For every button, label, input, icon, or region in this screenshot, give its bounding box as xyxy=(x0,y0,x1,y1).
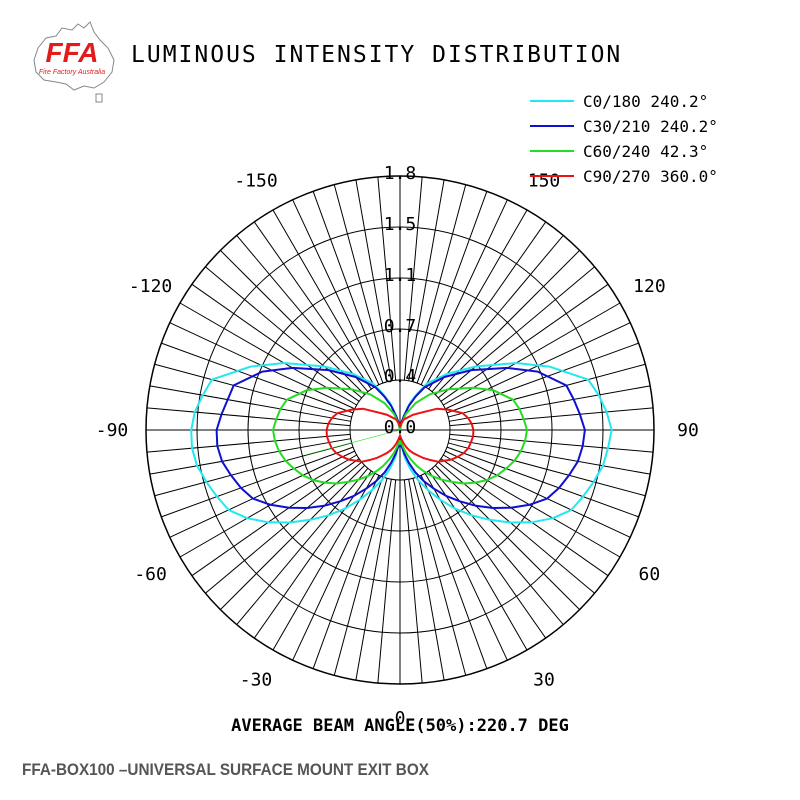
radial-tick-label: 0.4 xyxy=(384,366,417,387)
logo-subtext: Fire Factory Australia xyxy=(39,69,105,76)
angle-label: -120 xyxy=(129,276,172,297)
series-marker-line xyxy=(304,429,401,456)
angle-label: -90 xyxy=(96,420,129,441)
angle-label: -150 xyxy=(234,171,277,192)
legend-entry: C60/240 42.3° xyxy=(583,142,708,161)
grid-ring xyxy=(298,328,502,532)
logo-text: FFA xyxy=(46,37,99,68)
angle-label: 0 xyxy=(395,708,406,729)
radial-tick-label: 0.0 xyxy=(384,417,417,438)
legend-entry: C0/180 240.2° xyxy=(583,92,708,111)
legend-entry: C30/210 240.2° xyxy=(583,117,718,136)
polar-grid xyxy=(145,175,655,685)
grid-ring xyxy=(196,226,604,634)
legend: C0/180 240.2° C30/210 240.2° C60/240 42.… xyxy=(530,92,718,186)
angle-label: 60 xyxy=(639,564,661,585)
ffa-logo: FFA Fire Factory Australia xyxy=(33,21,115,103)
series-layer xyxy=(190,362,613,524)
australia-map-icon xyxy=(33,21,115,103)
grid-ring xyxy=(349,379,451,481)
radial-tick-label: 1.1 xyxy=(384,265,417,286)
grid-ring xyxy=(145,175,655,685)
series-line xyxy=(325,407,475,463)
grid-ring xyxy=(247,277,553,583)
series-line xyxy=(215,366,586,509)
page-title: LUMINOUS INTENSITY DISTRIBUTION xyxy=(131,42,623,68)
angle-label: 120 xyxy=(633,276,666,297)
radial-tick-label: 0.7 xyxy=(384,316,417,337)
product-title: FFA-BOX100 –UNIVERSAL SURFACE MOUNT EXIT… xyxy=(22,760,429,779)
angle-label: 30 xyxy=(533,669,555,690)
angle-label: 90 xyxy=(677,420,699,441)
angle-label: -30 xyxy=(240,669,273,690)
beam-angle-label: AVERAGE BEAM ANGLE(50%):220.7 DEG xyxy=(231,716,569,736)
series-line xyxy=(272,386,528,485)
legend-entry: C90/270 360.0° xyxy=(583,167,718,186)
angle-label: -60 xyxy=(134,564,167,585)
angle-label: 150 xyxy=(528,171,561,192)
radial-tick-label: 1.5 xyxy=(384,214,417,235)
radial-tick-label: 1.8 xyxy=(384,163,417,184)
